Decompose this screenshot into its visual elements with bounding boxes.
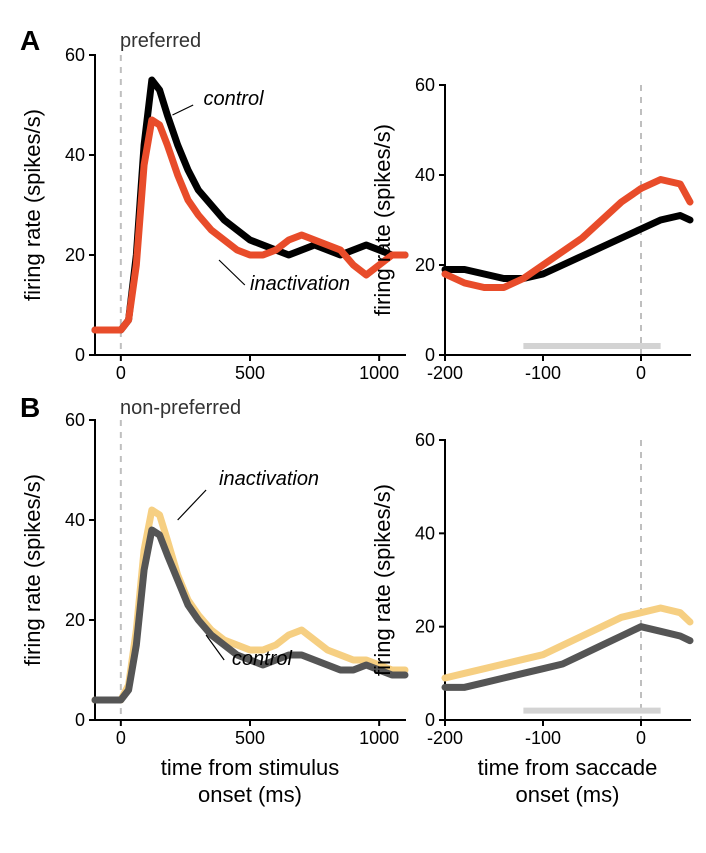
svg-text:1000: 1000 <box>359 363 399 383</box>
svg-text:-100: -100 <box>525 728 561 748</box>
svg-text:0: 0 <box>636 363 646 383</box>
figure-svg: 0 20 40 60 0 500 1000 0 20 40 60 -200 -100 0 0 20 40 60 0 5… <box>0 0 706 853</box>
svg-text:1000: 1000 <box>359 728 399 748</box>
svg-text:20: 20 <box>65 610 85 630</box>
svg-text:20: 20 <box>415 255 435 275</box>
y-axis-label: firing rate (spikes/s) <box>370 124 395 316</box>
y-axis-label: firing rate (spikes/s) <box>20 109 45 301</box>
svg-text:0: 0 <box>75 345 85 365</box>
trace-label-A_left_inact: inactivation <box>250 273 350 295</box>
svg-text:20: 20 <box>65 245 85 265</box>
x-axis-label-right-line2: onset (ms) <box>516 782 620 807</box>
svg-text:0: 0 <box>425 710 435 730</box>
y-axis-label: firing rate (spikes/s) <box>20 474 45 666</box>
svg-text:0: 0 <box>116 363 126 383</box>
svg-text:60: 60 <box>65 45 85 65</box>
svg-text:0: 0 <box>425 345 435 365</box>
x-axis-label-left: time from stimulus <box>161 755 339 780</box>
svg-text:-200: -200 <box>427 728 463 748</box>
svg-text:60: 60 <box>65 410 85 430</box>
x-axis-label-right: time from saccade <box>478 755 658 780</box>
svg-text:500: 500 <box>235 363 265 383</box>
svg-text:0: 0 <box>116 728 126 748</box>
svg-text:60: 60 <box>415 75 435 95</box>
svg-text:20: 20 <box>415 617 435 637</box>
svg-text:40: 40 <box>415 523 435 543</box>
svg-text:0: 0 <box>636 728 646 748</box>
svg-text:40: 40 <box>65 510 85 530</box>
svg-text:-100: -100 <box>525 363 561 383</box>
y-axis-label: firing rate (spikes/s) <box>370 484 395 676</box>
svg-text:-200: -200 <box>427 363 463 383</box>
figure-root: A preferred B non-preferred 020406005001… <box>0 0 706 853</box>
trace-label-B_left_inact: inactivation <box>219 468 319 490</box>
trace-label-B_left_control: control <box>232 648 293 670</box>
svg-text:60: 60 <box>415 430 435 450</box>
svg-text:40: 40 <box>415 165 435 185</box>
svg-text:0: 0 <box>75 710 85 730</box>
svg-text:40: 40 <box>65 145 85 165</box>
x-axis-label-left-line2: onset (ms) <box>198 782 302 807</box>
svg-text:500: 500 <box>235 728 265 748</box>
trace-label-A_left_control: control <box>204 88 265 110</box>
